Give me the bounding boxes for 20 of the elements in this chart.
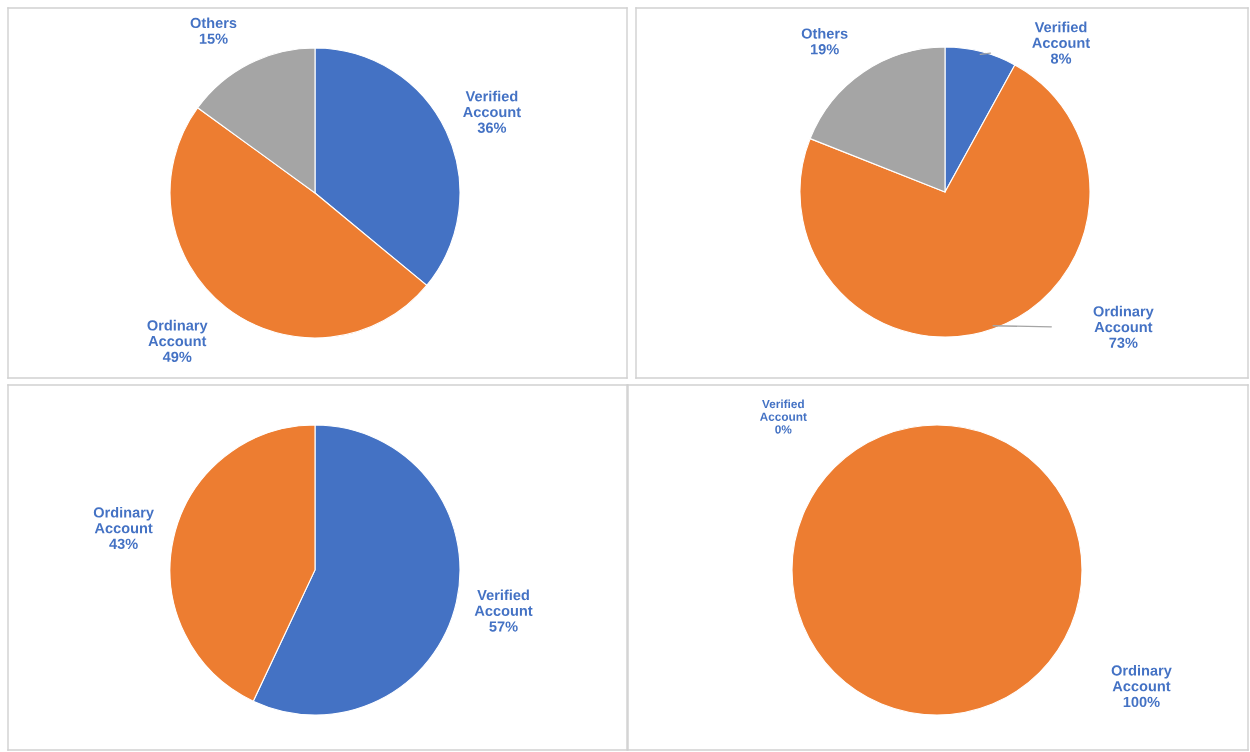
data-label: 100% [1123, 696, 1160, 708]
data-label: 15% [199, 33, 228, 44]
data-label: 36% [477, 122, 507, 133]
data-label: 19% [810, 44, 839, 55]
slice-label: Ordinary Account [93, 506, 154, 534]
slice-label: Verified Account [474, 589, 533, 616]
slice-label: Verified Account [463, 90, 521, 118]
data-label: 43% [109, 538, 138, 550]
data-label: 57% [489, 621, 518, 632]
data-label: 73% [1109, 337, 1138, 348]
slice-label: Ordinary Account [1093, 305, 1154, 333]
slice-label: Ordinary Account [1111, 664, 1172, 692]
slice-label: Others [190, 17, 237, 29]
slice-label: Others [801, 28, 848, 39]
slice-label: Ordinary Account [147, 319, 208, 347]
category-label: Verified Account [759, 399, 807, 421]
data-label: 8% [1050, 53, 1072, 64]
slice-label: Verified Account [1032, 21, 1090, 49]
data-label: 49% [162, 351, 192, 362]
text: 0% [775, 425, 792, 434]
